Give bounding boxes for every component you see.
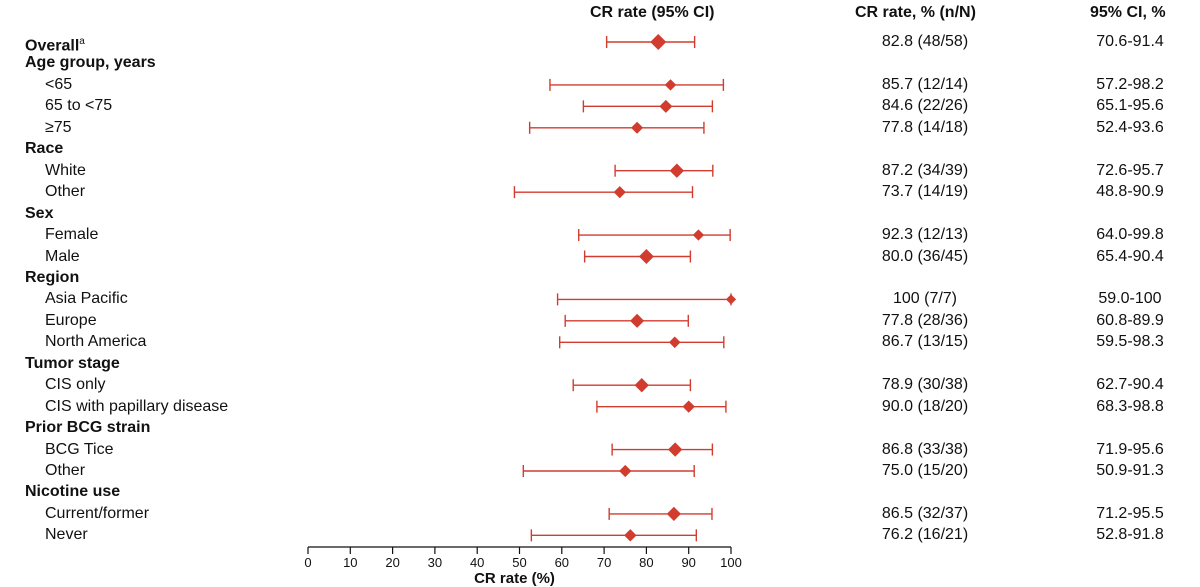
row-label: CIS only [45,376,106,394]
point-estimate-marker [666,506,681,521]
point-estimate-marker [668,442,683,457]
rate-value: 100 (7/7) [892,290,958,308]
x-tick-label: 50 [512,555,526,570]
x-tick-label: 20 [385,555,399,570]
row-label: Europe [45,311,97,329]
x-tick-label: 70 [597,555,611,570]
x-tick-label: 60 [555,555,569,570]
ci-value: 65.1-95.6 [1096,97,1164,115]
group-label: Region [25,268,80,286]
rate-value: 86.7 (13/15) [881,333,969,351]
ci-value: 70.6-91.4 [1096,33,1164,50]
x-tick-label: 90 [681,555,695,570]
point-estimate-marker [659,99,673,113]
footnote-marker: a [79,36,85,47]
point-estimate-marker [682,400,695,413]
rate-value: 86.8 (33/38) [881,440,969,458]
ci-value: 52.8-91.8 [1096,526,1164,544]
x-tick-label: 100 [720,555,742,570]
rate-value: 77.8 (28/36) [881,311,969,329]
x-tick-label: 40 [470,555,484,570]
ci-value: 68.3-98.8 [1096,397,1164,415]
rate-value: 73.7 (14/19) [881,183,969,201]
point-estimate-marker [725,294,737,305]
x-tick-label: 80 [639,555,653,570]
row-label: Male [45,247,80,265]
rate-column-header: CR rate, % (n/N) [855,4,976,21]
row-label: BCG Tice [45,440,114,458]
point-estimate-marker [638,249,654,264]
group-label: Tumor stage [25,354,120,372]
point-estimate-marker [619,464,632,478]
row-label: Never [45,526,88,544]
rate-value: 82.8 (48/58) [881,33,969,50]
rate-value: 80.0 (36/45) [881,247,969,265]
rate-value: 92.3 (12/13) [881,226,969,244]
ci-value: 57.2-98.2 [1096,75,1164,93]
rate-value: 90.0 (18/20) [881,397,969,415]
rate-value: 77.8 (14/18) [881,118,969,136]
group-label: Sex [25,204,54,222]
rate-value: 85.7 (12/14) [881,75,969,93]
ci-value: 64.0-99.8 [1096,226,1164,244]
ci-value: 59.0-100 [1098,290,1162,308]
group-label: Age group, years [25,54,156,72]
ci-value: 65.4-90.4 [1096,247,1164,265]
group-label: Race [25,140,64,158]
rate-value: 84.6 (22/26) [881,97,969,115]
point-estimate-marker [669,163,685,178]
point-estimate-marker [613,186,626,199]
group-label: Prior BCG strain [25,419,151,437]
ci-value: 50.9-91.3 [1096,462,1164,479]
row-label: 65 to <75 [45,97,113,115]
point-estimate-marker [630,313,645,328]
point-estimate-marker [692,229,705,241]
point-estimate-marker [631,121,644,134]
point-estimate-marker [634,378,649,393]
x-tick-label: 10 [343,555,357,570]
row-label: <65 [45,75,73,93]
row-label: Other [45,462,86,479]
row-label: Female [45,226,99,244]
rate-value: 75.0 (15/20) [881,462,969,479]
row-label: Overalla [25,36,85,55]
point-estimate-marker [668,336,681,349]
rate-value: 78.9 (30/38) [881,376,969,394]
point-estimate-marker [624,529,637,542]
rate-value: 87.2 (34/39) [881,161,969,179]
ci-value: 59.5-98.3 [1096,333,1164,351]
x-tick-label: 0 [304,555,311,570]
ci-value: 72.6-95.7 [1096,161,1164,179]
ci-value: 62.7-90.4 [1096,376,1164,394]
point-estimate-marker [650,34,667,50]
row-label: Other [45,183,86,201]
row-label: CIS with papillary disease [45,397,229,415]
group-label: Nicotine use [25,483,121,501]
ci-value: 71.2-95.5 [1096,504,1164,522]
forest-column-header: CR rate (95% CI) [590,4,715,21]
row-label: North America [45,333,147,351]
x-tick-label: 30 [428,555,442,570]
ci-value: 48.8-90.9 [1096,183,1164,201]
row-label: ≥75 [45,118,72,136]
row-label: Current/former [45,504,150,522]
row-label: White [45,161,86,179]
ci-column-header: 95% CI, % [1090,4,1166,21]
x-axis-title: CR rate (%) [474,570,555,587]
ci-value: 52.4-93.6 [1096,118,1164,136]
row-label: Asia Pacific [45,290,128,308]
point-estimate-marker [664,79,677,91]
ci-value: 71.9-95.6 [1096,440,1164,458]
ci-value: 60.8-89.9 [1096,311,1164,329]
rate-value: 76.2 (16/21) [881,526,969,544]
rate-value: 86.5 (32/37) [881,504,969,522]
